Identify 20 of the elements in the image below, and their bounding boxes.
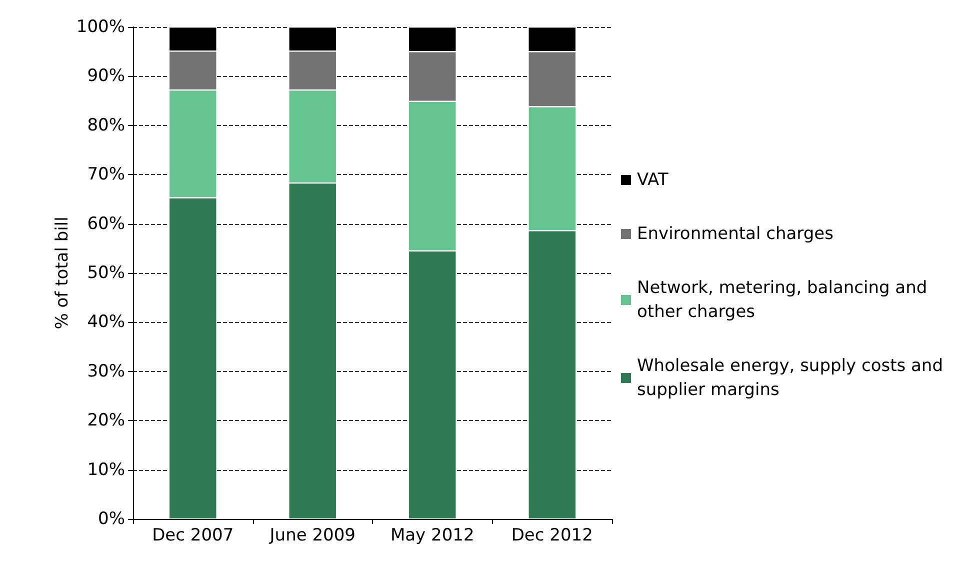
y-tick-label: 40% [87, 312, 125, 332]
y-tick-label: 30% [87, 361, 125, 382]
y-tick-label: 50% [87, 263, 125, 283]
x-tick-label: Dec 2012 [511, 526, 593, 546]
y-tick-label: 20% [87, 410, 125, 431]
legend-label: VAT [637, 170, 669, 190]
y-axis-title: % of total bill [52, 216, 72, 330]
x-tick-label: Dec 2007 [152, 526, 234, 546]
y-tick-label: 80% [87, 115, 125, 136]
x-tick-label: June 2009 [268, 526, 356, 546]
y-tick-label: 10% [87, 460, 125, 480]
y-tick-label: 60% [87, 214, 125, 234]
y-tick-label: 100% [76, 17, 125, 37]
y-tick-label: 0% [98, 509, 125, 529]
legend-label: Network, metering, balancing and other charges [637, 278, 933, 322]
y-tick-label: 90% [87, 66, 125, 86]
legend-label: Wholesale energy, supply costs and supplier margins [637, 356, 948, 400]
legend-label: Environmental charges [637, 224, 834, 244]
x-tick-label: May 2012 [390, 526, 474, 546]
y-tick-label: 70% [87, 164, 125, 185]
